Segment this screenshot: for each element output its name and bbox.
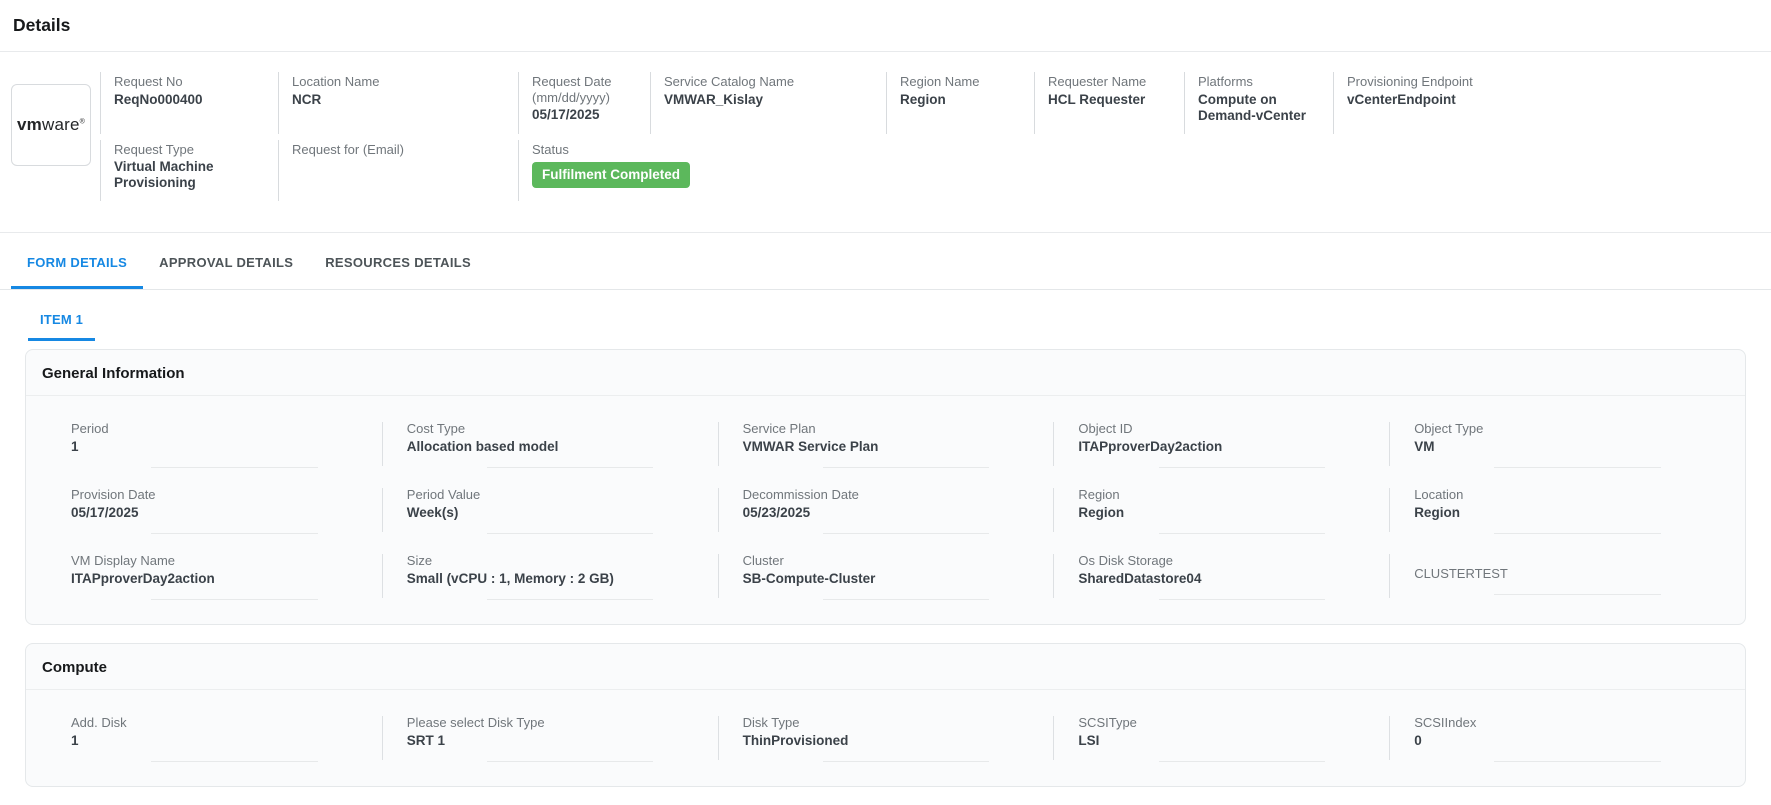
field-service-catalog-name: Service Catalog Name VMWAR_Kislay: [650, 72, 886, 134]
request-summary: vmware® Request No ReqNo000400 Location …: [0, 52, 1771, 233]
field-provisioning-endpoint: Provisioning Endpoint vCenterEndpoint: [1333, 72, 1559, 134]
field-request-for-email: Request for (Email): [278, 139, 518, 201]
tab-approval-details[interactable]: APPROVAL DETAILS: [159, 255, 294, 270]
compute-card: Compute Add. Disk 1 Please select Disk T…: [25, 643, 1746, 787]
field-region-name: Region Name Region: [886, 72, 1034, 134]
field-period-value: Period Value Week(s): [381, 486, 718, 552]
compute-grid: Add. Disk 1 Please select Disk Type SRT …: [46, 714, 1725, 780]
field-service-plan: Service Plan VMWAR Service Plan: [717, 420, 1054, 486]
field-decommission-date: Decommission Date 05/23/2025: [717, 486, 1054, 552]
field-object-type: Object Type VM: [1389, 420, 1725, 486]
vmware-logo-text: vmware®: [17, 115, 85, 134]
field-add-disk: Add. Disk 1: [46, 714, 382, 780]
compute-title: Compute: [26, 644, 1745, 690]
field-region: Region Region: [1053, 486, 1389, 552]
item-tab-bar: ITEM 1: [0, 299, 1771, 341]
field-location-name: Location Name NCR: [278, 72, 518, 134]
field-os-disk-storage: Os Disk Storage SharedDatastore04: [1053, 552, 1389, 618]
tab-item-1[interactable]: ITEM 1: [28, 299, 96, 341]
status-badge: Fulfilment Completed: [532, 162, 690, 188]
field-scsi-type: SCSIType LSI: [1053, 714, 1389, 780]
field-request-type: Request Type Virtual Machine Provisionin…: [100, 139, 278, 201]
field-provision-date: Provision Date 05/17/2025: [46, 486, 382, 552]
field-size: Size Small (vCPU : 1, Memory : 2 GB): [381, 552, 718, 618]
field-cluster: Cluster SB-Compute-Cluster: [717, 552, 1054, 618]
field-scsi-index: SCSIIndex 0: [1389, 714, 1725, 780]
field-disk-type: Disk Type ThinProvisioned: [717, 714, 1054, 780]
field-request-date: Request Date (mm/dd/yyyy) 05/17/2025: [518, 72, 650, 134]
general-information-card: General Information Period 1 Cost Type A…: [25, 349, 1746, 625]
field-request-no: Request No ReqNo000400: [100, 72, 278, 134]
field-vm-display-name: VM Display Name ITAPproverDay2action: [46, 552, 382, 618]
request-summary-fields: Request No ReqNo000400 Location Name NCR…: [100, 72, 1771, 201]
vmware-logo: vmware®: [11, 84, 91, 166]
tab-form-details[interactable]: FORM DETAILS: [11, 233, 144, 289]
field-status: Status Fulfilment Completed: [518, 139, 838, 201]
field-clustertest: CLUSTERTEST: [1389, 552, 1725, 618]
general-information-grid: Period 1 Cost Type Allocation based mode…: [46, 420, 1725, 618]
summary-row-1: Request No ReqNo000400 Location Name NCR…: [100, 72, 1771, 134]
field-cost-type: Cost Type Allocation based model: [381, 420, 718, 486]
field-object-id: Object ID ITAPproverDay2action: [1053, 420, 1389, 486]
field-requester-name: Requester Name HCL Requester: [1034, 72, 1184, 134]
page-title: Details: [13, 15, 71, 35]
main-tab-bar: FORM DETAILS APPROVAL DETAILS RESOURCES …: [0, 233, 1771, 290]
field-platforms: Platforms Compute on Demand-vCenter: [1184, 72, 1333, 134]
summary-row-2: Request Type Virtual Machine Provisionin…: [100, 139, 1771, 201]
page-header: Details: [0, 0, 1771, 52]
field-select-disk-type: Please select Disk Type SRT 1: [381, 714, 718, 780]
general-information-title: General Information: [26, 350, 1745, 396]
tab-resources-details[interactable]: RESOURCES DETAILS: [325, 255, 471, 270]
field-location: Location Region: [1389, 486, 1725, 552]
field-period: Period 1: [46, 420, 382, 486]
